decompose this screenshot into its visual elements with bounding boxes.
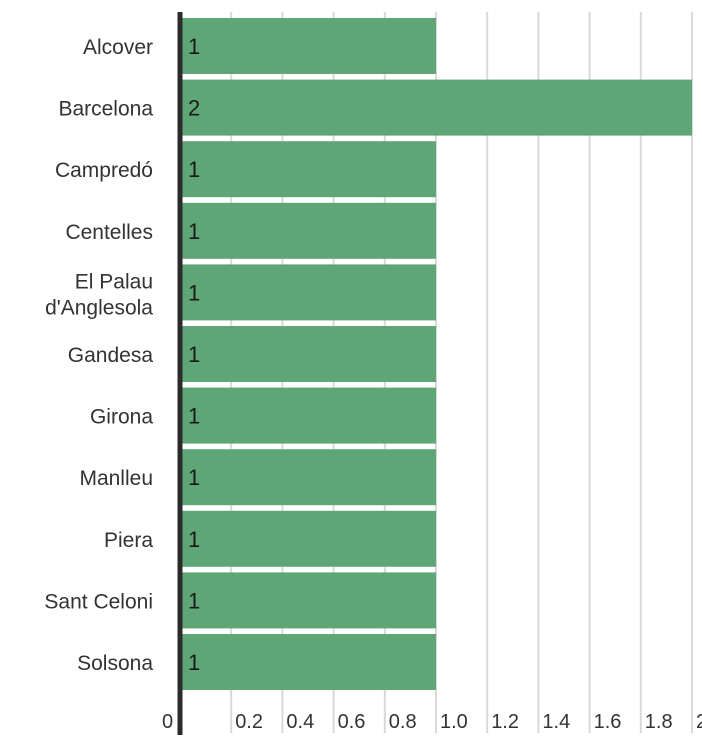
bar-0 <box>182 18 436 74</box>
x-tick-label: 1.8 <box>645 711 673 733</box>
x-tick-label: 1.4 <box>542 711 570 733</box>
x-axis-ticks: 0 0.2 0.4 0.6 0.8 1.0 1.2 1.4 1.6 1.8 2.0 <box>162 711 702 733</box>
bar-6 <box>182 387 436 444</box>
category-label: Barcelona <box>58 98 153 121</box>
x-tick-label: 1.2 <box>491 711 519 733</box>
x-tick-label: 0.6 <box>338 711 366 733</box>
data-label: 1 <box>188 527 200 552</box>
bar-2 <box>182 141 436 198</box>
data-label: 1 <box>188 342 200 367</box>
data-label: 2 <box>188 96 200 121</box>
x-tick-label: 0 <box>162 711 173 733</box>
bar-9 <box>182 572 436 629</box>
data-labels: 1 2 1 1 1 1 1 1 1 1 1 <box>188 34 200 675</box>
data-label: 1 <box>188 588 200 613</box>
bar-8 <box>182 510 436 567</box>
data-label: 1 <box>188 280 200 305</box>
category-label: Sant Celoni <box>44 590 153 613</box>
x-tick-label: 0.2 <box>235 711 263 733</box>
x-tick-label: 2.0 <box>696 711 702 733</box>
category-label: Centelles <box>65 221 153 244</box>
bar-4 <box>182 264 436 321</box>
x-tick-label: 1.0 <box>440 711 468 733</box>
category-label: Solsona <box>77 652 153 675</box>
category-label: Manlleu <box>79 467 153 490</box>
category-label: El Palau d'Anglesola <box>45 270 153 319</box>
bar-5 <box>182 326 436 382</box>
data-label: 1 <box>188 404 200 429</box>
category-labels: Alcover Barcelona Campredó Centelles El Pala… <box>44 36 153 675</box>
data-label: 1 <box>188 157 200 182</box>
x-tick-label: 0.8 <box>389 711 417 733</box>
category-label: Gandesa <box>68 344 154 367</box>
data-label: 1 <box>188 650 200 675</box>
category-label: Alcover <box>83 36 153 59</box>
category-label: Campredó <box>55 159 153 182</box>
bar-3 <box>182 202 436 259</box>
bar-1 <box>182 79 692 136</box>
x-tick-label: 0.4 <box>286 711 314 733</box>
bar-7 <box>182 449 436 506</box>
x-tick-label: 1.6 <box>594 711 622 733</box>
bars <box>182 18 692 690</box>
data-label: 1 <box>188 219 200 244</box>
category-label: Girona <box>90 406 153 429</box>
bar-10 <box>182 634 436 690</box>
data-label: 1 <box>188 34 200 59</box>
category-label: Piera <box>104 529 153 552</box>
data-label: 1 <box>188 465 200 490</box>
